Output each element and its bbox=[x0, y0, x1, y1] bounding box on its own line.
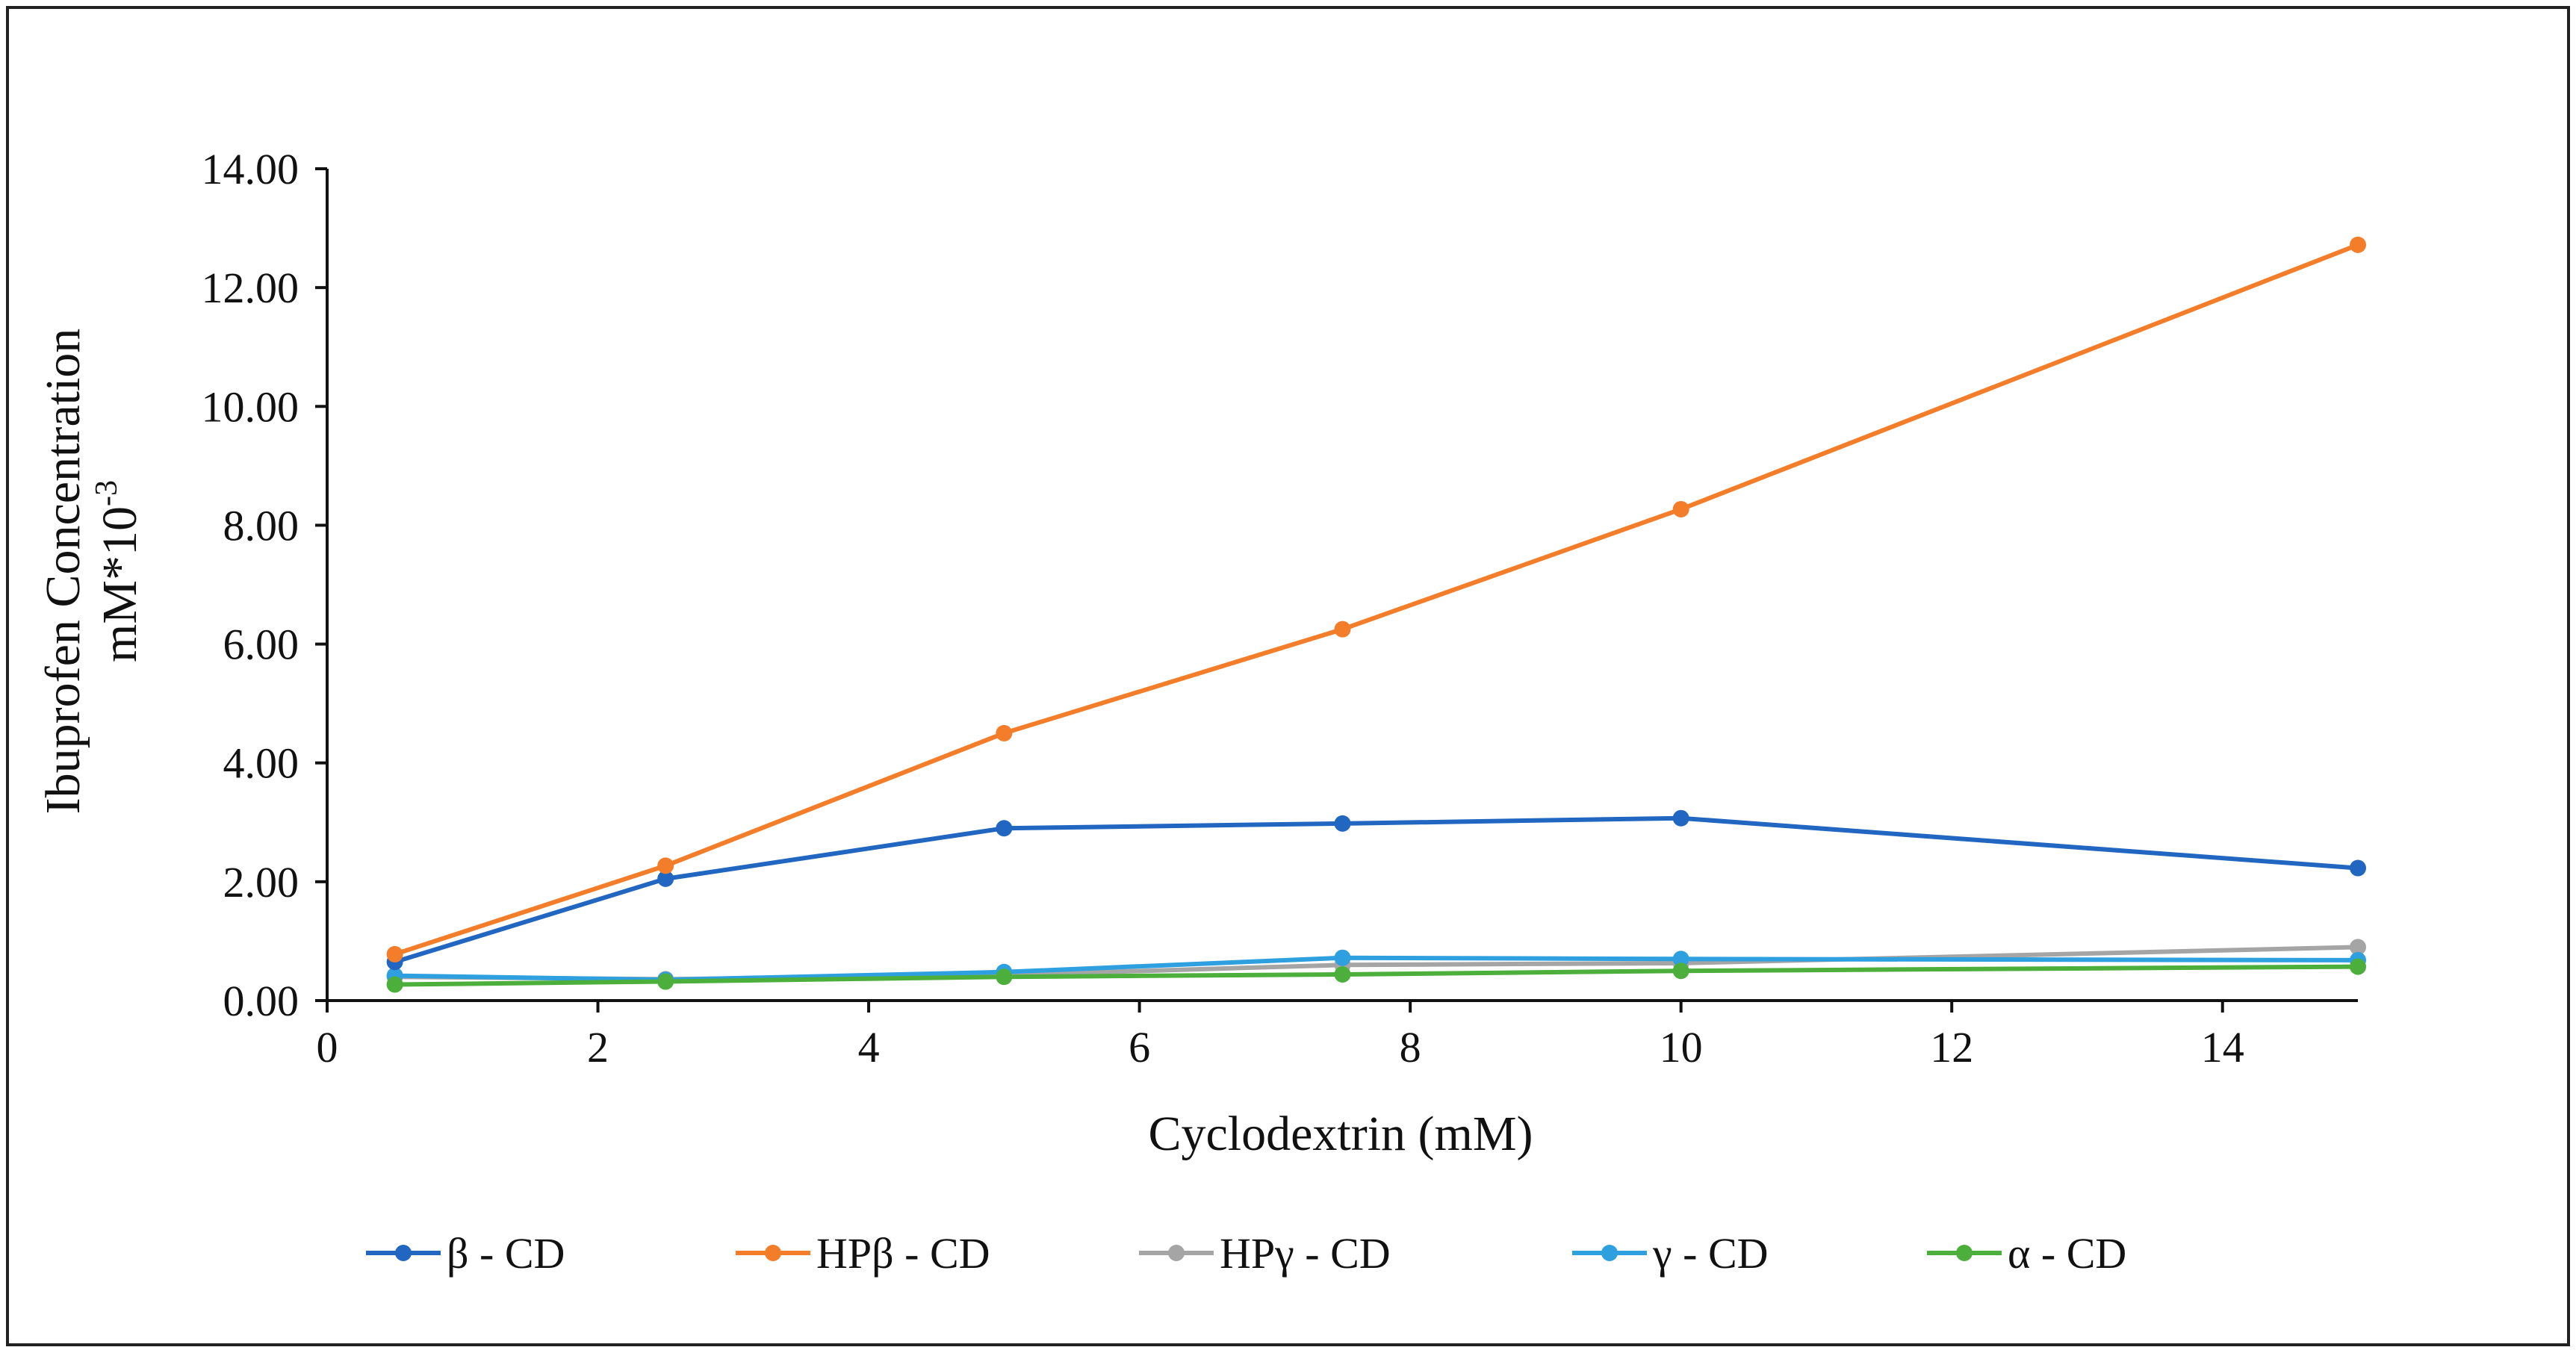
legend-item: HPγ - CD bbox=[1139, 1229, 1391, 1278]
data-point bbox=[1672, 809, 1689, 827]
legend-marker bbox=[1956, 1245, 1973, 1261]
legend-label: β - CD bbox=[447, 1229, 565, 1278]
y-axis-title-line1: Ibuprofen Concentration bbox=[36, 329, 90, 815]
x-tick-label: 8 bbox=[1400, 1023, 1421, 1072]
legend-label: α - CD bbox=[2008, 1229, 2126, 1278]
y-axis-unit-exponent: -3 bbox=[90, 480, 124, 506]
data-point bbox=[2350, 958, 2366, 975]
legend-label: HPβ - CD bbox=[816, 1229, 990, 1278]
data-point bbox=[996, 820, 1013, 837]
legend-item: γ - CD bbox=[1572, 1229, 1769, 1278]
data-point bbox=[996, 968, 1013, 986]
x-tick-label: 12 bbox=[1930, 1023, 1973, 1072]
legend-item: HPβ - CD bbox=[736, 1229, 990, 1278]
legend-item: β - CD bbox=[366, 1229, 565, 1278]
x-tick-label: 14 bbox=[2201, 1023, 2244, 1072]
data-point bbox=[2350, 859, 2366, 877]
data-point bbox=[1334, 815, 1351, 832]
series-line bbox=[394, 955, 2359, 983]
legend-marker bbox=[1601, 1245, 1618, 1261]
x-tick-label: 2 bbox=[587, 1023, 609, 1072]
data-point bbox=[2350, 939, 2366, 956]
x-tick-label: 6 bbox=[1129, 1023, 1150, 1072]
x-tick-label: 4 bbox=[858, 1023, 880, 1072]
series-line bbox=[394, 964, 2359, 987]
series-line bbox=[394, 243, 2359, 957]
legend-marker bbox=[1168, 1245, 1185, 1261]
series-lines bbox=[394, 243, 2359, 987]
chart-frame bbox=[6, 6, 2570, 1346]
x-tick-label: 0 bbox=[317, 1023, 338, 1072]
ticks: 0.00 2.00 4.00 6.00 8.00 10.00 12.00 14.00 0 2 4 6 8… bbox=[202, 145, 2244, 1072]
series-points bbox=[386, 236, 2366, 993]
data-point bbox=[386, 945, 403, 962]
x-tick-label: 10 bbox=[1660, 1023, 1703, 1072]
legend-marker bbox=[395, 1245, 412, 1261]
y-tick-label: 8.00 bbox=[223, 501, 300, 550]
data-point bbox=[1672, 962, 1689, 980]
data-point bbox=[1672, 500, 1689, 517]
data-point bbox=[657, 973, 674, 990]
data-point bbox=[996, 724, 1013, 741]
data-point bbox=[2350, 236, 2366, 253]
data-point bbox=[1334, 621, 1351, 638]
data-point bbox=[1672, 951, 1689, 968]
y-tick-label: 4.00 bbox=[223, 739, 300, 788]
data-point bbox=[1334, 949, 1351, 966]
legend-marker bbox=[765, 1245, 781, 1261]
axes bbox=[326, 169, 2358, 1002]
legend: β - CD HPβ - CD HPγ - CD γ - CD α - CD bbox=[366, 1229, 2126, 1278]
y-axis-unit-base: mM*10 bbox=[93, 506, 147, 662]
data-point bbox=[657, 857, 674, 874]
series-line bbox=[394, 815, 2359, 965]
legend-label: γ - CD bbox=[1652, 1229, 1769, 1278]
y-tick-label: 10.00 bbox=[202, 382, 300, 431]
x-axis-title: Cyclodextrin (mM) bbox=[1148, 1107, 1533, 1161]
y-tick-label: 0.00 bbox=[223, 977, 300, 1025]
y-tick-label: 12.00 bbox=[202, 264, 300, 312]
y-axis-unit: mM*10-3 bbox=[90, 480, 147, 662]
y-tick-label: 6.00 bbox=[223, 621, 300, 669]
legend-label: HPγ - CD bbox=[1220, 1229, 1391, 1278]
y-axis-unit-text: mM*10-3 bbox=[90, 480, 147, 662]
data-point bbox=[657, 870, 674, 887]
y-axis-title: Ibuprofen Concentration bbox=[36, 329, 90, 815]
data-point bbox=[1334, 965, 1351, 983]
y-tick-label: 2.00 bbox=[223, 858, 300, 906]
y-tick-label: 14.00 bbox=[202, 145, 300, 193]
legend-item: α - CD bbox=[1927, 1229, 2126, 1278]
data-point bbox=[386, 976, 403, 993]
